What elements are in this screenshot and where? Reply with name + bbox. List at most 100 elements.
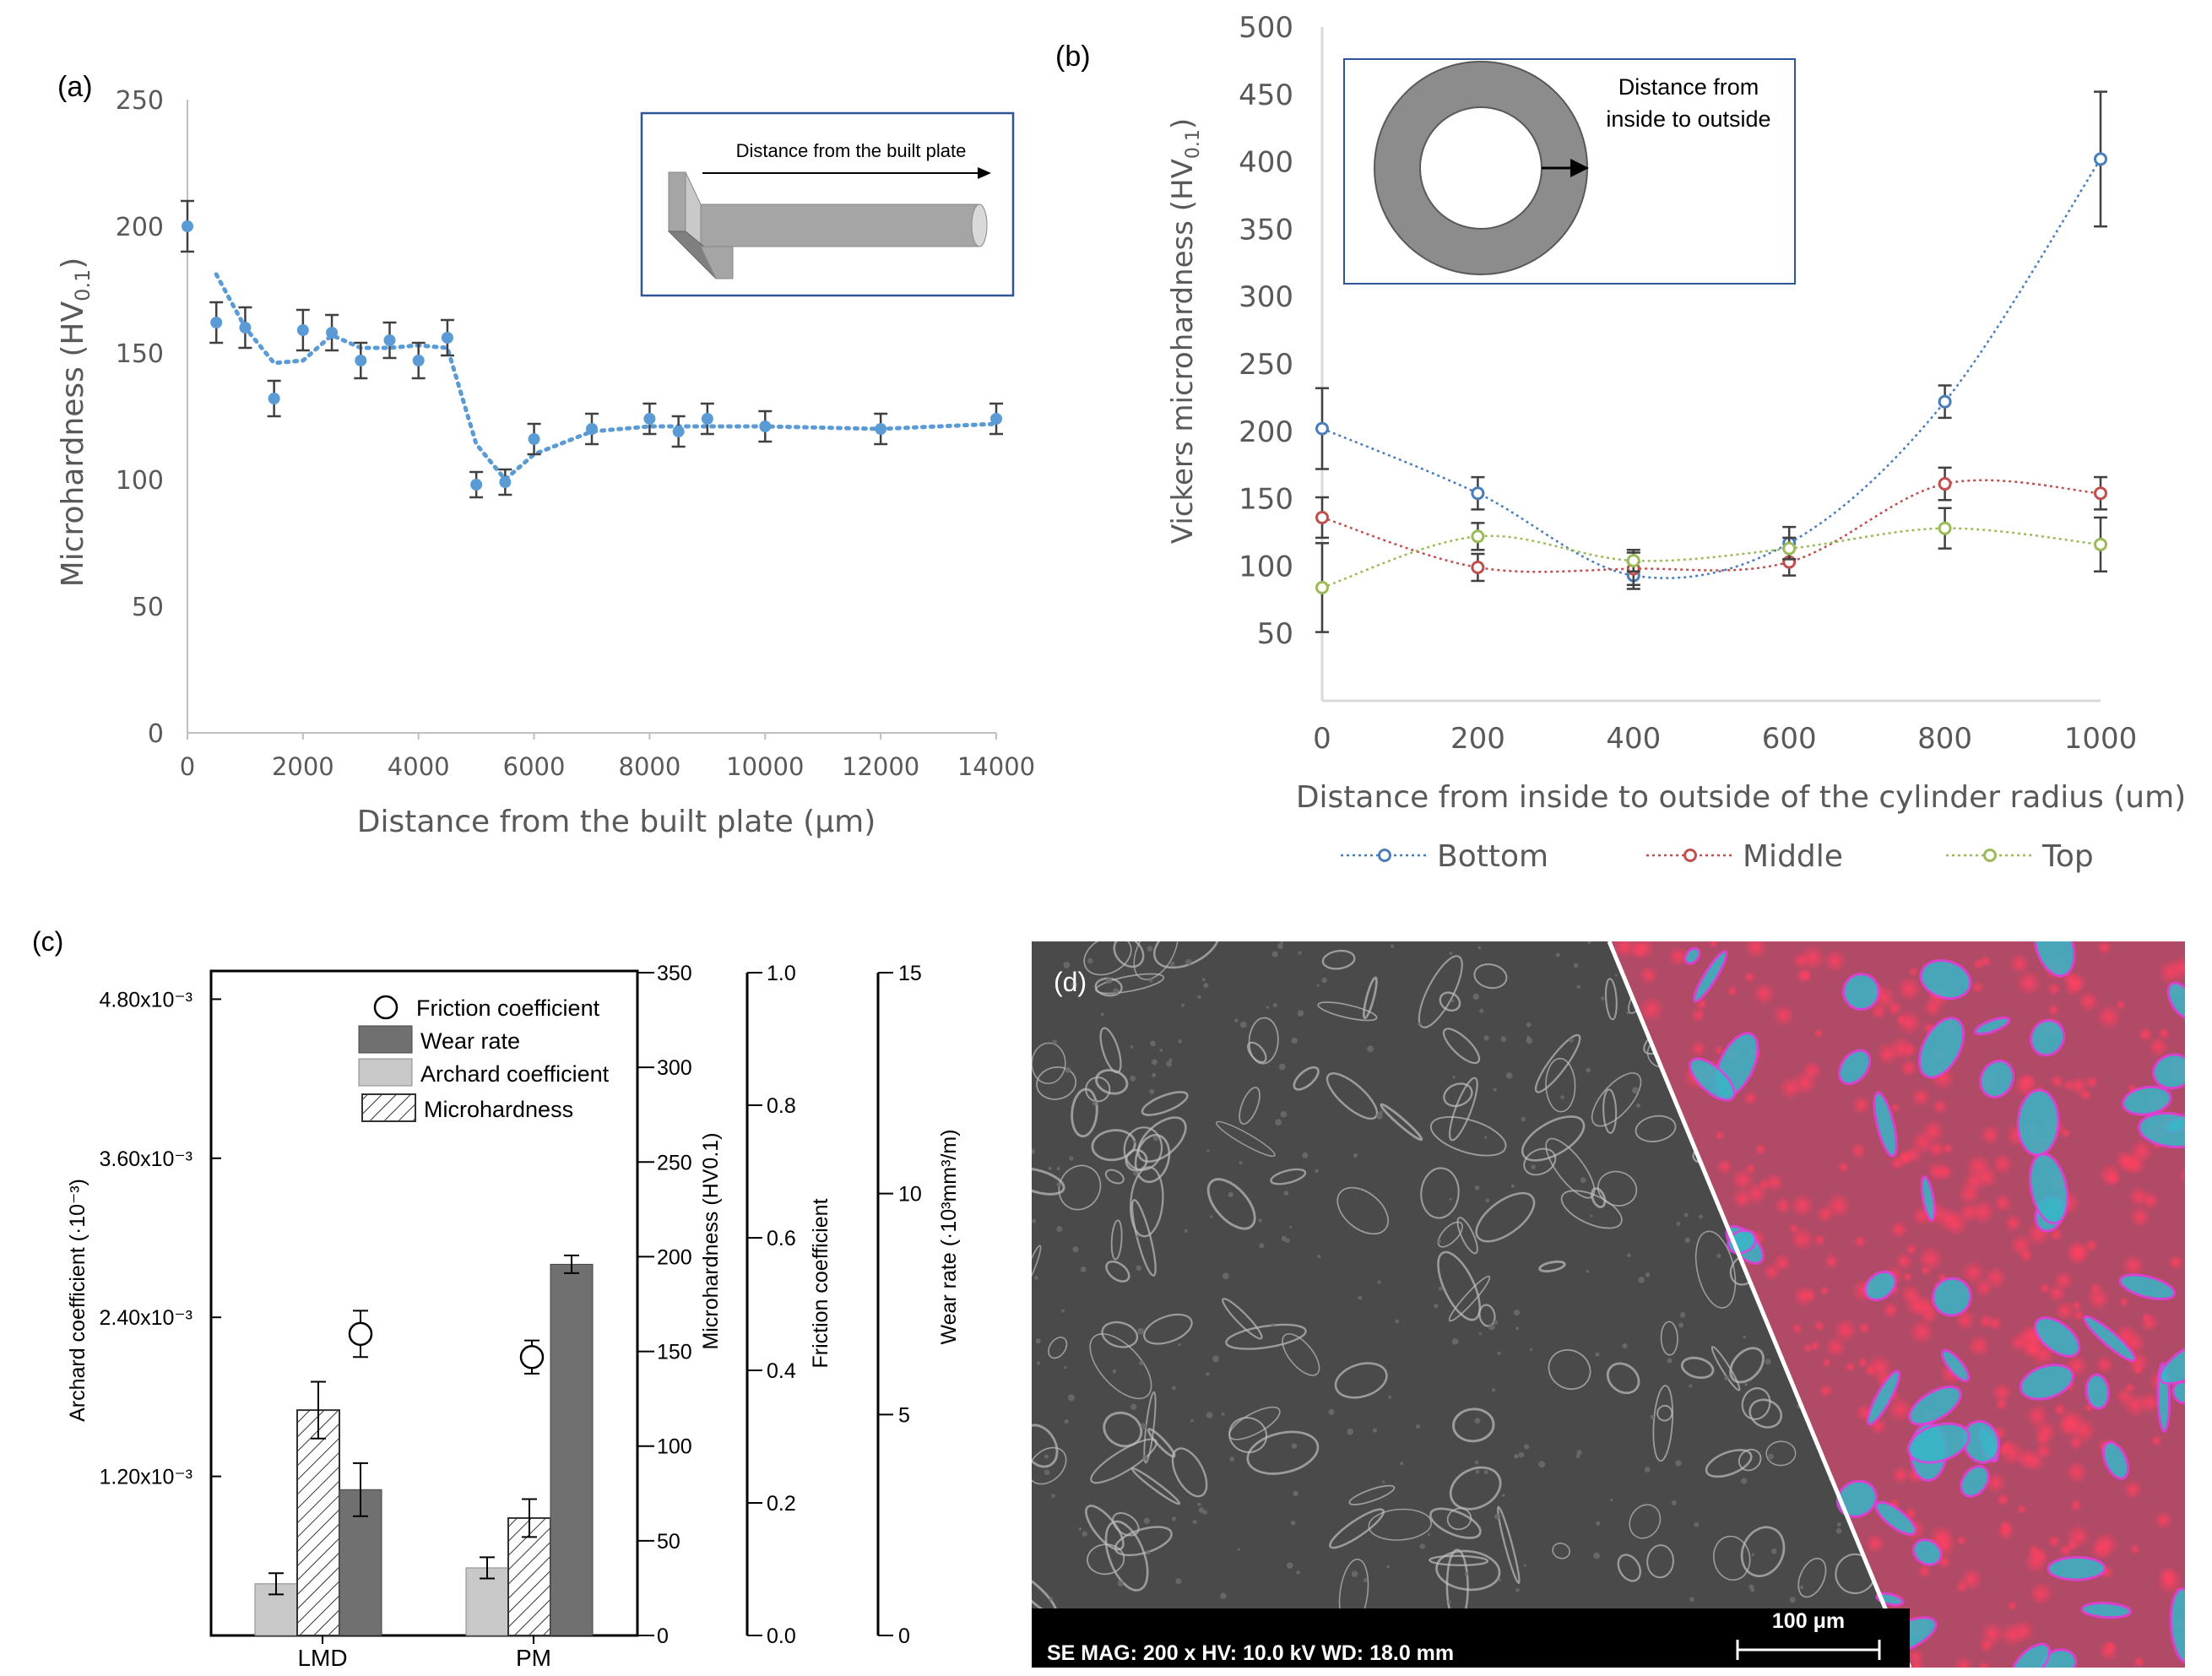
- d-sem-grain: [1101, 1321, 1139, 1348]
- b-marker-top: [1782, 541, 1797, 556]
- d-sem-speck: [1277, 943, 1283, 949]
- d-sem-speck: [1240, 1021, 1247, 1028]
- d-sem-speck: [1259, 1243, 1265, 1249]
- d-eds-red-spot: [1771, 1004, 1795, 1027]
- d-eds-red-spot: [2183, 1451, 2185, 1462]
- d-eds-red-spot: [2115, 999, 2127, 1011]
- b-legend-item-bottom: Bottom: [1341, 839, 1548, 874]
- d-sem-speck: [1526, 1037, 1533, 1044]
- d-sem-speck: [1148, 978, 1153, 983]
- d-sem-speck: [1291, 1443, 1298, 1449]
- b-marker-top: [2094, 537, 2107, 551]
- d-eds-red-spot: [2034, 1441, 2053, 1461]
- d-sem-grain: [1602, 1088, 1618, 1134]
- d-eds-cyan-grain: [1940, 1348, 1971, 1383]
- c-legend-item-wear-rate: Wear rate: [358, 1025, 520, 1054]
- d-sem-speck: [1064, 1419, 1069, 1424]
- b-y-tick-labels: 50 100 150 200 250 300 350 400 450 500: [1239, 11, 1293, 651]
- d-sem-speck: [1136, 1234, 1140, 1238]
- b-marker-bottom: [1938, 394, 1952, 409]
- d-sem-speck: [1386, 1565, 1391, 1569]
- a-marker: [355, 355, 367, 366]
- a-marker: [875, 423, 887, 435]
- d-sem-speck: [1092, 1100, 1098, 1106]
- d-sem-grain: [1206, 1178, 1256, 1230]
- b-y-tick-label: 150: [1239, 483, 1293, 517]
- d-sem-grain: [1110, 1219, 1123, 1261]
- b-marker-top: [1938, 521, 1952, 535]
- d-eds-cyan-grain: [1866, 1370, 1901, 1426]
- c-bar-microhardness: [296, 1409, 340, 1636]
- a-data-point: [989, 402, 1003, 436]
- d-eds-red-spot: [1715, 1130, 1726, 1142]
- d-eds-red-spot: [1899, 1058, 1918, 1077]
- d-sem-speck: [1724, 1375, 1730, 1380]
- d-sem-speck: [1351, 1570, 1358, 1577]
- b-legend-label: Middle: [1743, 839, 1843, 874]
- d-sem-grain: [1085, 1077, 1111, 1103]
- d-sem-speck: [1220, 1592, 1227, 1599]
- d-sem-speck: [1416, 1424, 1421, 1429]
- d-eds-red-spot: [1969, 1198, 1996, 1225]
- d-eds-cyan-grain: [2083, 1315, 2137, 1363]
- d-sem-speck: [1221, 1412, 1225, 1416]
- d-sem-grain: [1348, 1484, 1396, 1505]
- b-marker-bottom: [1315, 421, 1329, 436]
- d-eds-red-spot: [1911, 1087, 1931, 1108]
- d-eds-red-spot: [2150, 1434, 2163, 1447]
- d-eds-cyan-grain: [2030, 1018, 2066, 1057]
- d-sem-grain: [1104, 1169, 1125, 1185]
- d-sem-speck: [1593, 1552, 1601, 1559]
- d-eds-red-spot: [1752, 981, 1776, 1006]
- b-series: [1315, 90, 2107, 633]
- d-sem-speck: [1483, 1035, 1489, 1041]
- a-data-point: [295, 308, 310, 352]
- d-eds-red-spot: [1795, 967, 1813, 984]
- a-data-points: [181, 199, 1003, 499]
- d-sem-grain: [1437, 1250, 1481, 1321]
- d-sem-grain: [1652, 1385, 1674, 1462]
- d-sem-speck: [1419, 1543, 1425, 1549]
- d-sem-speck: [1130, 1075, 1136, 1082]
- b-line-middle: [1321, 479, 2101, 573]
- d-sem-speck: [1034, 1276, 1038, 1280]
- d-eds-red-spot: [2052, 1402, 2068, 1417]
- d-sem-grain: [1418, 955, 1463, 1028]
- d-sem-speck: [1049, 1597, 1054, 1601]
- b-legend: Bottom Middle Top: [1341, 839, 2094, 874]
- a-marker: [441, 332, 453, 344]
- d-sem-speck: [1087, 957, 1093, 964]
- d-sem-grain: [1442, 1028, 1481, 1065]
- d-sem-grain: [1534, 1033, 1581, 1093]
- d-sem-grain: [1656, 1404, 1673, 1422]
- d-eds-red-spot: [1836, 1160, 1850, 1174]
- d-sem-grain: [1560, 1190, 1623, 1229]
- b-inset-arrow-head: [1570, 159, 1589, 177]
- a-x-tick-label: 12000: [842, 752, 919, 781]
- c-microhardness-tick-label: 350: [657, 962, 692, 985]
- d-sem-speck: [1222, 1272, 1229, 1280]
- c-legend-item-microhardness: Microhardness: [361, 1093, 573, 1122]
- c-friction-marker: [519, 1345, 545, 1370]
- b-y-tick-label: 50: [1257, 617, 1293, 651]
- d-sem-speck: [1203, 982, 1209, 989]
- d-sem-grain: [1712, 1535, 1751, 1581]
- d-eds-red-spot: [1819, 1383, 1834, 1398]
- c-legend-item-archard: Archard coefficient: [358, 1058, 610, 1087]
- d-sem-grain: [1629, 1504, 1662, 1539]
- c-legend: Friction coefficient Wear rate Archard coe…: [358, 995, 610, 1122]
- d-sem-speck: [1638, 1277, 1645, 1283]
- c-legend-label: Microhardness: [424, 1097, 573, 1122]
- d-sem-grain: [1617, 1554, 1642, 1582]
- d-eds-red-spot: [1850, 1142, 1868, 1159]
- a-marker: [990, 413, 1002, 425]
- d-eds-red-spot: [1920, 1265, 1932, 1277]
- d-sem-speck: [1631, 1087, 1639, 1094]
- c-microhardness-tick-label: 250: [657, 1151, 692, 1174]
- d-sem-grain: [1113, 941, 1145, 968]
- d-sem-speck: [1569, 1038, 1574, 1043]
- a-data-point: [411, 341, 426, 380]
- d-eds-red-spot: [1864, 1532, 1886, 1554]
- d-eds-red-spot: [1936, 1163, 1954, 1181]
- b-y-tick-label: 250: [1239, 348, 1293, 382]
